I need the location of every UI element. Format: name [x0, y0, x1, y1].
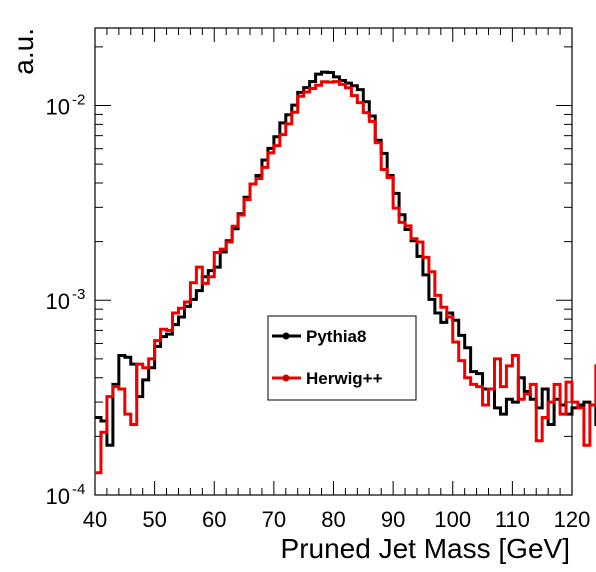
series-line-pythia8: [95, 70, 596, 447]
x-tick-label: 120: [554, 507, 591, 532]
x-tick-label: 90: [381, 507, 405, 532]
plot-frame: [94, 27, 573, 496]
y-tick-label-exponent: -3: [72, 286, 85, 303]
legend-label-herwig: Herwig++: [306, 369, 383, 388]
y-tick-label-exponent: -2: [72, 91, 85, 108]
x-tick-label: 40: [83, 507, 107, 532]
y-tick-label: 10: [46, 94, 70, 119]
y-axis-title: a.u.: [8, 28, 39, 75]
series-layer: [95, 70, 596, 475]
x-axis-title: Pruned Jet Mass [GeV]: [281, 533, 570, 564]
x-tick-label: 80: [321, 507, 345, 532]
x-tick-label: 50: [142, 507, 166, 532]
axis-ticks: [94, 28, 573, 496]
legend-dot-herwig: [282, 374, 290, 382]
x-tick-label: 60: [202, 507, 226, 532]
legend: Pythia8 Herwig++: [267, 315, 417, 401]
y-tick-label: 10: [46, 484, 70, 509]
legend-dot-pythia8: [282, 332, 290, 340]
legend-box: [267, 315, 417, 401]
x-tick-label: 100: [434, 507, 471, 532]
legend-label-pythia8: Pythia8: [306, 327, 366, 346]
series-line-herwig: [95, 80, 596, 475]
x-tick-label: 110: [495, 507, 530, 532]
y-tick-label-exponent: -4: [72, 481, 85, 498]
x-tick-labels: 40 50 60 70 80 90 100 110 120: [83, 507, 591, 532]
x-tick-label: 70: [262, 507, 286, 532]
y-tick-labels: 10-410-310-2: [46, 91, 86, 509]
y-tick-label: 10: [46, 289, 70, 314]
